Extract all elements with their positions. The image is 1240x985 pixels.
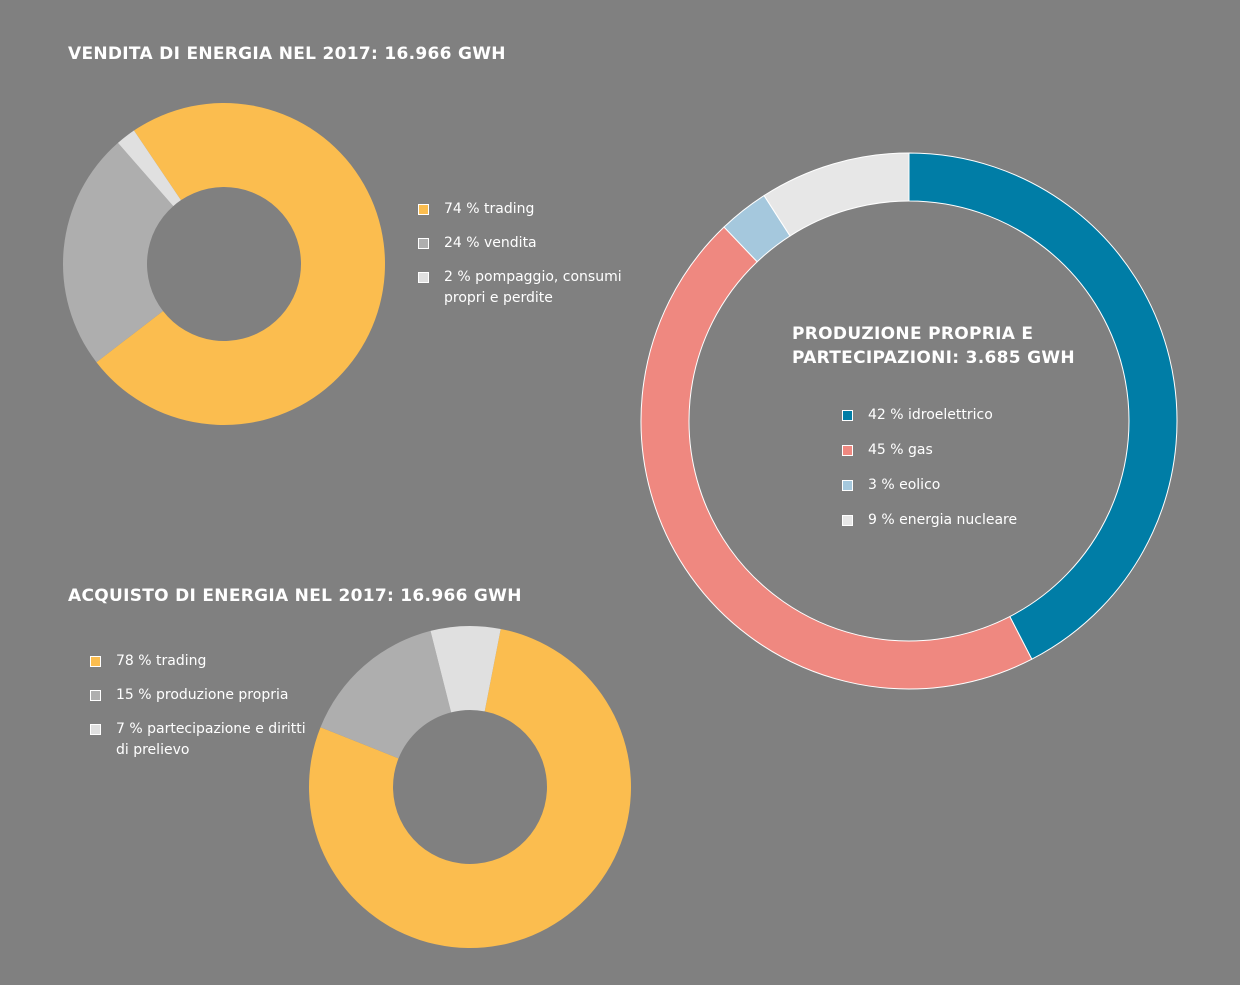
- legend-label: 7 % partecipazione e diritti di prelievo: [116, 721, 306, 758]
- legend-swatch: [842, 515, 853, 526]
- legend-item: 7 % partecipazione e diritti di prelievo: [90, 719, 306, 761]
- legend-label: 74 % trading: [444, 201, 535, 217]
- legend-acquisto: 78 % trading 15 % produzione propria 7 %…: [90, 651, 306, 774]
- legend-item: 74 % trading: [418, 199, 634, 220]
- legend-label: 15 % produzione propria: [116, 687, 289, 703]
- pie-slice: [320, 630, 452, 759]
- legend-swatch: [418, 204, 429, 215]
- pie-slice: [96, 103, 385, 426]
- legend-item: 15 % produzione propria: [90, 685, 306, 706]
- legend-label: 9 % energia nucleare: [868, 512, 1018, 528]
- legend-label: 3 % eolico: [868, 477, 941, 493]
- legend-swatch: [842, 410, 853, 421]
- pie-slice: [640, 226, 1033, 690]
- legend-label: 2 % pompaggio, consumi propri e perdite: [444, 269, 622, 306]
- legend-swatch: [842, 480, 853, 491]
- legend-item: 45 % gas: [842, 440, 1017, 461]
- legend-label: 24 % vendita: [444, 235, 537, 251]
- legend-swatch: [842, 445, 853, 456]
- legend-produzione: 42 % idroelettrico 45 % gas 3 % eolico 9…: [842, 405, 1017, 545]
- legend-label: 42 % idroelettrico: [868, 407, 993, 423]
- legend-item: 42 % idroelettrico: [842, 405, 1017, 426]
- legend-swatch: [90, 656, 101, 667]
- legend-label: 45 % gas: [868, 442, 933, 458]
- pie-slice: [430, 626, 501, 713]
- legend-swatch: [90, 690, 101, 701]
- pie-slice: [308, 628, 631, 949]
- chart-title-produzione: PRODUZIONE PROPRIA E PARTECIPAZIONI: 3.6…: [792, 324, 1075, 368]
- legend-vendita: 74 % trading 24 % vendita 2 % pompaggio,…: [418, 199, 634, 322]
- chart-title-vendita: VENDITA DI ENERGIA NEL 2017: 16.966 GWH: [68, 44, 506, 64]
- legend-swatch: [90, 724, 101, 735]
- legend-swatch: [418, 272, 429, 283]
- pie-slice: [63, 142, 174, 363]
- legend-item: 78 % trading: [90, 651, 306, 672]
- pie-slice: [763, 152, 910, 237]
- pie-slice: [908, 152, 1178, 660]
- legend-item: 24 % vendita: [418, 233, 634, 254]
- pie-slice: [117, 130, 181, 207]
- legend-item: 3 % eolico: [842, 475, 1017, 496]
- chart-title-acquisto: ACQUISTO DI ENERGIA NEL 2017: 16.966 GWH: [68, 586, 522, 606]
- legend-label: 78 % trading: [116, 653, 207, 669]
- legend-item: 9 % energia nucleare: [842, 510, 1017, 531]
- legend-item: 2 % pompaggio, consumi propri e perdite: [418, 267, 634, 309]
- legend-swatch: [418, 238, 429, 249]
